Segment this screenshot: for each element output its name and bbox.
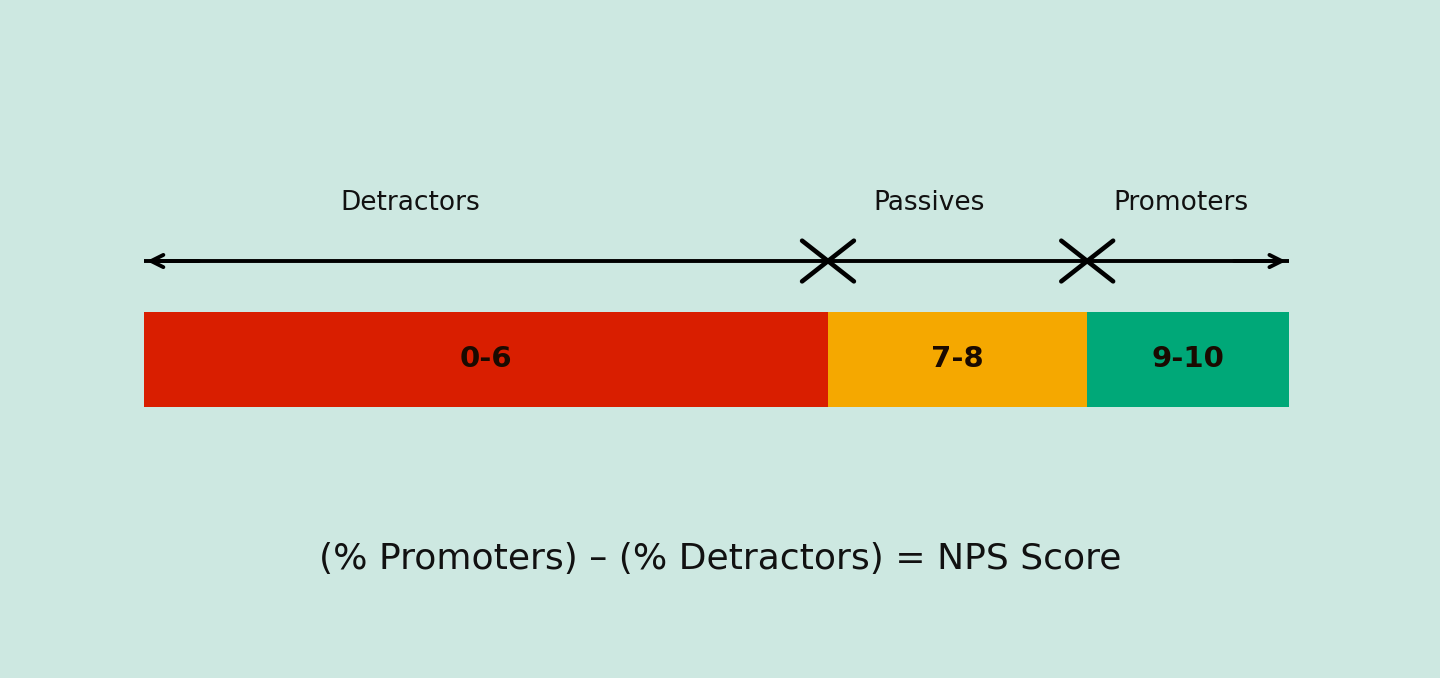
Text: 7-8: 7-8 bbox=[932, 345, 984, 374]
Text: (% Promoters) – (% Detractors) = NPS Score: (% Promoters) – (% Detractors) = NPS Sco… bbox=[318, 542, 1122, 576]
Text: Promoters: Promoters bbox=[1113, 191, 1248, 216]
Bar bbox=[1087, 312, 1289, 407]
Bar bbox=[144, 312, 828, 407]
Text: 0-6: 0-6 bbox=[459, 345, 513, 374]
Bar bbox=[828, 312, 1087, 407]
Text: Detractors: Detractors bbox=[340, 191, 481, 216]
Text: 9-10: 9-10 bbox=[1152, 345, 1224, 374]
Text: Passives: Passives bbox=[873, 191, 985, 216]
